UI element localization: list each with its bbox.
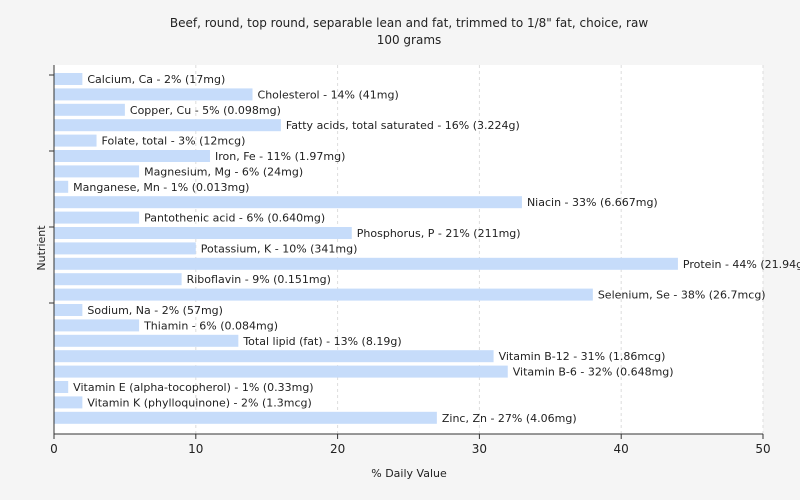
bar [54, 227, 352, 239]
bar [54, 211, 140, 224]
bar [54, 88, 253, 101]
bar-label: Total lipid (fat) - 13% (8.19g) [242, 335, 401, 348]
bar-label: Calcium, Ca - 2% (17mg) [87, 73, 225, 86]
bar-label: Vitamin B-12 - 31% (1.86mcg) [499, 350, 666, 363]
bar-label: Niacin - 33% (6.667mg) [527, 196, 658, 209]
x-tick-label: 0 [50, 442, 58, 456]
bar-label: Protein - 44% (21.94g) [683, 258, 800, 271]
x-tick-label: 10 [188, 442, 203, 456]
y-axis-label: Nutrient [35, 225, 48, 271]
chart-subtitle: 100 grams [377, 33, 442, 47]
bar-label: Fatty acids, total saturated - 16% (3.22… [286, 119, 520, 132]
bar [54, 180, 69, 193]
bar-label: Folate, total - 3% (12mcg) [102, 135, 246, 148]
bar [54, 365, 508, 378]
bar [54, 304, 83, 316]
bar [54, 165, 140, 178]
bar [54, 103, 125, 116]
bar [54, 350, 494, 363]
bar [54, 334, 239, 347]
x-axis-label: % Daily Value [371, 467, 447, 480]
bar [54, 150, 210, 162]
bar [54, 73, 83, 85]
bar-label: Potassium, K - 10% (341mg) [201, 242, 358, 255]
x-tick-label: 40 [614, 442, 629, 456]
bar-label: Cholesterol - 14% (41mg) [258, 88, 399, 101]
bar [54, 396, 83, 409]
bar-label: Thiamin - 6% (0.084mg) [143, 319, 278, 332]
bar [54, 196, 522, 209]
bar-label: Sodium, Na - 2% (57mg) [87, 304, 223, 317]
bar-label: Phosphorus, P - 21% (211mg) [357, 227, 521, 240]
bar-label: Pantothenic acid - 6% (0.640mg) [144, 212, 325, 225]
bar-label: Zinc, Zn - 27% (4.06mg) [442, 412, 577, 425]
bar-label: Manganese, Mn - 1% (0.013mg) [73, 181, 249, 194]
bar-label: Selenium, Se - 38% (26.7mcg) [598, 289, 766, 302]
bar [54, 242, 196, 255]
bar [54, 288, 593, 301]
x-tick-label: 30 [472, 442, 487, 456]
bar-label: Copper, Cu - 5% (0.098mg) [130, 104, 281, 117]
x-tick-label: 50 [755, 442, 770, 456]
bar-label: Vitamin K (phylloquinone) - 2% (1.3mcg) [87, 396, 311, 409]
bar [54, 257, 678, 270]
axes: 0 10 20 30 40 50 [49, 65, 771, 456]
bar [54, 411, 437, 424]
bar [54, 381, 69, 393]
bar [54, 273, 182, 286]
bar [54, 134, 97, 147]
bar-label: Iron, Fe - 11% (1.97mg) [215, 150, 345, 163]
chart-title: Beef, round, top round, separable lean a… [170, 16, 648, 30]
bar [54, 119, 281, 132]
bar-label: Vitamin E (alpha-tocopherol) - 1% (0.33m… [73, 381, 313, 394]
bar-label: Riboflavin - 9% (0.151mg) [187, 273, 331, 286]
bar-label: Vitamin B-6 - 32% (0.648mg) [513, 366, 674, 379]
bar [54, 319, 140, 332]
bars: Calcium, Ca - 2% (17mg) Cholesterol - 14%… [54, 73, 800, 425]
bar-label: Magnesium, Mg - 6% (24mg) [144, 165, 303, 178]
x-tick-label: 20 [330, 442, 345, 456]
